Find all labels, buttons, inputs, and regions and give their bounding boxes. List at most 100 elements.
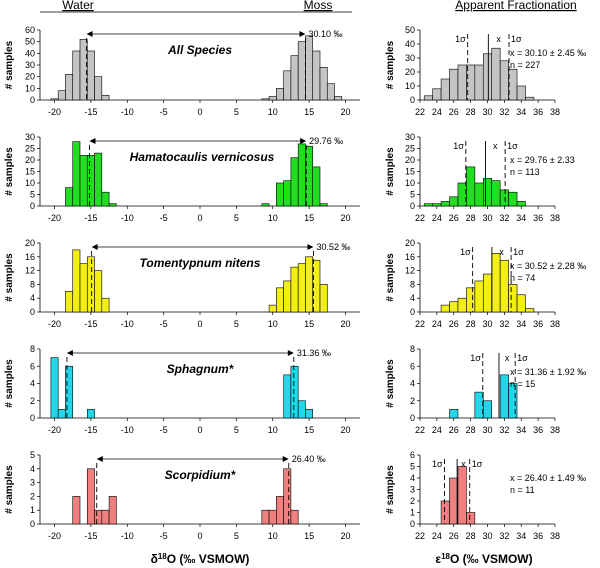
fractionation-bar (449, 68, 459, 101)
offset-arrowhead-right (300, 138, 307, 144)
x-tick-label-right: 38 (550, 425, 560, 435)
water-bar (94, 270, 103, 313)
y-tick-label-right: 2 (410, 496, 415, 506)
moss-bar (276, 496, 284, 525)
x-tick-label-left: -10 (121, 319, 134, 329)
offset-arrowhead-right (282, 456, 289, 462)
sigma-label-high: 1σ (472, 459, 483, 469)
y-tick-label-left: 4 (30, 293, 35, 303)
x-tick-label-right: 22 (415, 425, 425, 435)
stats-label: x = 31.36 ± 1.92 ‰ (510, 367, 586, 377)
offset-arrowhead-right (299, 31, 306, 37)
fractionation-bar (491, 253, 501, 313)
moss-bar (319, 284, 328, 313)
x-tick-label-left: 0 (197, 531, 202, 541)
x-tick-label-left: -10 (121, 425, 134, 435)
y-tick-label-right: 6 (410, 361, 415, 371)
x-tick-label-left: -10 (121, 107, 134, 117)
x-tick-label-left: -15 (84, 319, 97, 329)
y-tick-label-right: 4 (410, 293, 415, 303)
x-tick-label-left: -10 (121, 531, 134, 541)
x-tick-label-left: 10 (268, 107, 278, 117)
x-tick-label-left: 15 (304, 107, 314, 117)
y-tick-label-left: 5 (30, 190, 35, 200)
offset-label: 30.52 ‰ (316, 242, 350, 252)
y-tick-label-left: 25 (25, 144, 35, 154)
fractionation-bar (449, 409, 459, 419)
x-tick-label-left: 0 (197, 319, 202, 329)
water-bar (65, 290, 74, 313)
moss-bar (290, 55, 299, 101)
fractionation-bar (432, 203, 442, 207)
y-tick-label-right: 5 (410, 190, 415, 200)
fractionation-bar (499, 259, 509, 313)
fractionation-bar (516, 85, 526, 101)
x-tick-label-left: 0 (197, 425, 202, 435)
y-tick-label-left: 8 (30, 279, 35, 289)
fractionation-bar (466, 512, 476, 525)
x-tick-label-left: -5 (160, 319, 168, 329)
x-tick-label-left: 5 (234, 425, 239, 435)
moss-bar (283, 280, 292, 313)
fractionation-bar (440, 500, 450, 525)
x-tick-label-right: 36 (533, 107, 543, 117)
water-bar (86, 409, 95, 419)
water-bar (72, 249, 81, 313)
y-tick-label-right: 0 (410, 519, 415, 529)
header-moss: Moss (304, 0, 333, 12)
y-tick-label-right: 50 (405, 25, 415, 35)
y-axis-label-left: # samples (4, 253, 15, 302)
y-tick-label-right: 6 (410, 450, 415, 460)
y-tick-label-left: 0 (30, 519, 35, 529)
fractionation-bar (474, 391, 484, 419)
x-tick-label-left: 20 (340, 425, 350, 435)
stats-label: x = 30.10 ± 2.45 ‰ (510, 48, 586, 58)
fractionation-bar (457, 182, 467, 207)
n-label: n = 11 (510, 485, 535, 495)
y-tick-label-left: 20 (25, 72, 35, 82)
y-tick-label-right: 0 (410, 201, 415, 211)
x-tick-label-left: -20 (48, 213, 61, 223)
moss-bar (297, 41, 306, 101)
x-tick-label-left: 0 (197, 213, 202, 223)
moss-bar (290, 266, 299, 313)
moss-bar (268, 304, 277, 313)
y-tick-label-left: 12 (25, 266, 35, 276)
y-tick-label-right: 8 (410, 279, 415, 289)
y-tick-label-right: 8 (410, 344, 415, 354)
x-tick-label-left: 5 (234, 213, 239, 223)
x-axis-label-delta: δ18O (‰ VSMOW) (151, 552, 250, 566)
y-tick-label-right: 20 (405, 238, 415, 248)
fractionation-bar (449, 196, 459, 207)
x-tick-label-right: 34 (516, 213, 526, 223)
y-tick-label-left: 40 (25, 48, 35, 58)
x-tick-label-right: 38 (550, 531, 560, 541)
x-tick-label-right: 26 (449, 107, 459, 117)
offset-label: 30.10 ‰ (308, 29, 342, 39)
panel-2: 0 4 8 12 16 20 -20 -15 -10 -5 0 5 10 15 20 # samples 30.… (4, 238, 586, 329)
x-tick-label-right: 22 (415, 531, 425, 541)
fractionation-bar (508, 68, 518, 101)
fractionation-bar (508, 383, 518, 419)
fractionation-bar (474, 64, 484, 101)
y-tick-label-right: 0 (410, 413, 415, 423)
water-bar (79, 263, 88, 313)
x-tick-label-left: 20 (340, 531, 350, 541)
x-tick-label-right: 22 (415, 213, 425, 223)
x-tick-label-left: 5 (234, 107, 239, 117)
x-tick-label-left: 0 (197, 107, 202, 117)
n-label: n = 15 (510, 379, 535, 389)
fractionation-bar (474, 182, 484, 207)
offset-label: 31.36 ‰ (297, 348, 331, 358)
sigma-label-high: 1σ (513, 247, 524, 257)
y-tick-label-left: 0 (30, 95, 35, 105)
y-tick-label-left: 10 (25, 178, 35, 188)
y-tick-label-right: 20 (405, 67, 415, 77)
sigma-label-low: 1σ (460, 247, 471, 257)
n-label: n = 74 (510, 273, 535, 283)
x-tick-label-left: 10 (268, 425, 278, 435)
offset-arrowhead-left (96, 456, 103, 462)
x-tick-label-left: 5 (234, 319, 239, 329)
moss-bar (305, 256, 314, 313)
fractionation-bar (482, 178, 493, 207)
